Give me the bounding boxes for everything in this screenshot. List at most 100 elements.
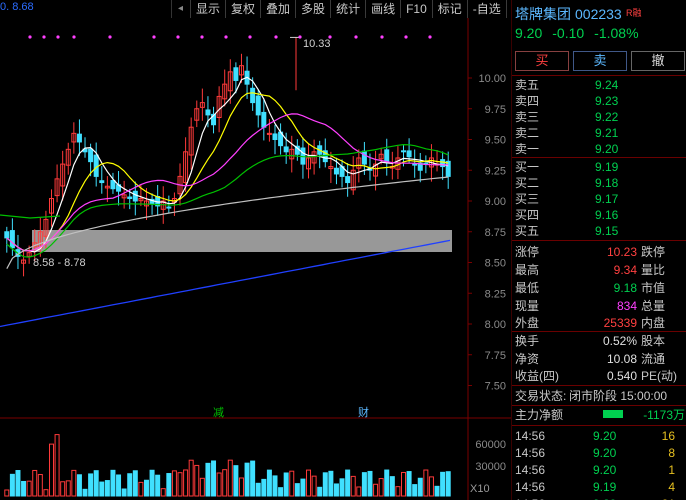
f10-button[interactable]: F10 xyxy=(400,0,432,18)
toolbar-buttons: 显示 复权 叠加 多股 统计 画线 F10 标记 -自选 返回 xyxy=(190,0,541,18)
volume-bar xyxy=(166,473,172,497)
trade-status-label: 交易状态: xyxy=(515,389,567,403)
volume-bar xyxy=(82,488,88,497)
ask-row[interactable]: 卖二 9.21 xyxy=(515,125,685,141)
bid-price: 9.15 xyxy=(595,224,619,238)
bid-row[interactable]: 买一 9.19 xyxy=(515,159,685,175)
stat-label: 最高 xyxy=(515,263,540,277)
ma120-line xyxy=(6,176,449,269)
tick-row[interactable]: 14:56 9.20 16 xyxy=(515,428,685,444)
overlay-button[interactable]: 叠加 xyxy=(260,0,295,18)
collapse-arrow-icon[interactable]: ◂ xyxy=(171,0,189,18)
ask-row[interactable]: 卖三 9.22 xyxy=(515,109,685,125)
bid-row[interactable]: 买三 9.17 xyxy=(515,191,685,207)
candle-body xyxy=(60,163,66,187)
stat-row: 涨停 10.23 跌停 xyxy=(515,243,685,261)
volume-bar xyxy=(211,460,217,497)
show-button[interactable]: 显示 xyxy=(190,0,225,18)
candle-body xyxy=(132,190,138,202)
tick-row[interactable]: 14:56 9.19 4 xyxy=(515,479,685,495)
tick-time: 14:56 xyxy=(515,446,546,460)
volume-bar xyxy=(71,469,77,497)
price-change-pct: -1.08% xyxy=(594,25,639,41)
tick-volume: 8 xyxy=(668,446,675,460)
statistics-button[interactable]: 统计 xyxy=(330,0,365,18)
volume-bar xyxy=(322,472,328,497)
kline-chart[interactable]: 10.33 8.58 - 8.78 减 财 10.00 9.75 9.50 9.25 9… xyxy=(0,18,511,500)
bid-row[interactable]: 买五 9.15 xyxy=(515,223,685,239)
volume-bar xyxy=(345,469,351,497)
volume-bar xyxy=(48,443,54,497)
divider xyxy=(512,157,686,158)
multi-stock-button[interactable]: 多股 xyxy=(295,0,330,18)
band-range-label: 8.58 - 8.78 xyxy=(33,257,86,269)
price-tick-label: 8.25 xyxy=(485,288,506,300)
volume-bar xyxy=(194,464,200,497)
divider xyxy=(512,75,686,76)
remove-watchlist-button[interactable]: -自选 xyxy=(466,0,506,18)
tick-row[interactable]: 14:56 9.20 21 xyxy=(515,496,685,500)
signal-dot xyxy=(108,35,112,39)
bid-price: 9.18 xyxy=(595,176,619,190)
ask-price: 9.22 xyxy=(595,110,619,124)
candle-body xyxy=(99,180,105,184)
draw-line-button[interactable]: 画线 xyxy=(365,0,400,18)
trade-buttons: 买 卖 撤 xyxy=(515,51,685,71)
volume-bar xyxy=(43,489,49,497)
price-axis: 10.00 9.75 9.50 9.25 9.00 8.75 8.50 8.25 8.00 7.7… xyxy=(478,73,506,393)
candle-body xyxy=(283,146,289,153)
price-tick-label: 9.50 xyxy=(485,135,506,147)
stat-row: 净资 10.08 流通 xyxy=(515,350,685,368)
stat-value: 25339 xyxy=(603,316,637,330)
tick-row[interactable]: 14:56 9.20 1 xyxy=(515,462,685,478)
ask-row[interactable]: 卖一 9.20 xyxy=(515,141,685,157)
volume-bar xyxy=(143,479,149,497)
buy-button[interactable]: 买 xyxy=(515,51,569,71)
price-tick-label: 8.50 xyxy=(485,258,506,270)
sell-button[interactable]: 卖 xyxy=(573,51,627,71)
stat-row: 最低 9.18 市值 xyxy=(515,279,685,297)
cancel-order-button[interactable]: 撤 xyxy=(631,51,685,71)
stock-name: 塔牌集团 xyxy=(515,6,571,22)
ask-label: 卖五 xyxy=(515,78,540,92)
volume-bar xyxy=(278,487,284,497)
volume-bar xyxy=(116,474,122,497)
tick-time: 14:56 xyxy=(515,463,546,477)
mark-button[interactable]: 标记 xyxy=(431,0,467,18)
volume-bar xyxy=(328,470,334,497)
volume-bar xyxy=(60,481,66,497)
volume-bar xyxy=(21,480,27,497)
stat-label-secondary: 市值 xyxy=(641,281,666,295)
restore-rights-button[interactable]: 复权 xyxy=(225,0,260,18)
ask-row[interactable]: 卖四 9.23 xyxy=(515,93,685,109)
candle-body xyxy=(361,150,367,165)
volume-bar xyxy=(378,478,384,497)
price-tick-label: 8.75 xyxy=(485,227,506,239)
candle-body xyxy=(76,133,82,143)
volume-bar xyxy=(434,485,440,497)
volume-bar xyxy=(266,469,272,497)
signal-dot xyxy=(380,35,384,39)
tick-volume: 4 xyxy=(668,480,675,494)
candle-body xyxy=(183,151,189,184)
signal-dot xyxy=(72,35,76,39)
bid-row[interactable]: 买二 9.18 xyxy=(515,175,685,191)
price-tick-label: 7.75 xyxy=(485,350,506,362)
volume-bar xyxy=(255,482,261,497)
ask-row[interactable]: 卖五 9.24 xyxy=(515,77,685,93)
volume-bar xyxy=(356,486,362,497)
divider xyxy=(512,240,686,241)
candle-body xyxy=(21,259,27,264)
candle-body xyxy=(199,102,205,108)
stat-label: 最低 xyxy=(515,281,540,295)
candle-body xyxy=(26,252,32,257)
signal-dot xyxy=(298,35,302,39)
bid-row[interactable]: 买四 9.16 xyxy=(515,207,685,223)
tick-row[interactable]: 14:56 9.20 8 xyxy=(515,445,685,461)
volume-bar xyxy=(423,469,429,497)
volume-bar xyxy=(88,473,94,497)
price-tick-label: 8.00 xyxy=(485,319,506,331)
ask-price: 9.20 xyxy=(595,142,619,156)
price-line: 9.20 -0.10 -1.08% xyxy=(515,25,649,41)
volume-bar xyxy=(261,478,267,497)
